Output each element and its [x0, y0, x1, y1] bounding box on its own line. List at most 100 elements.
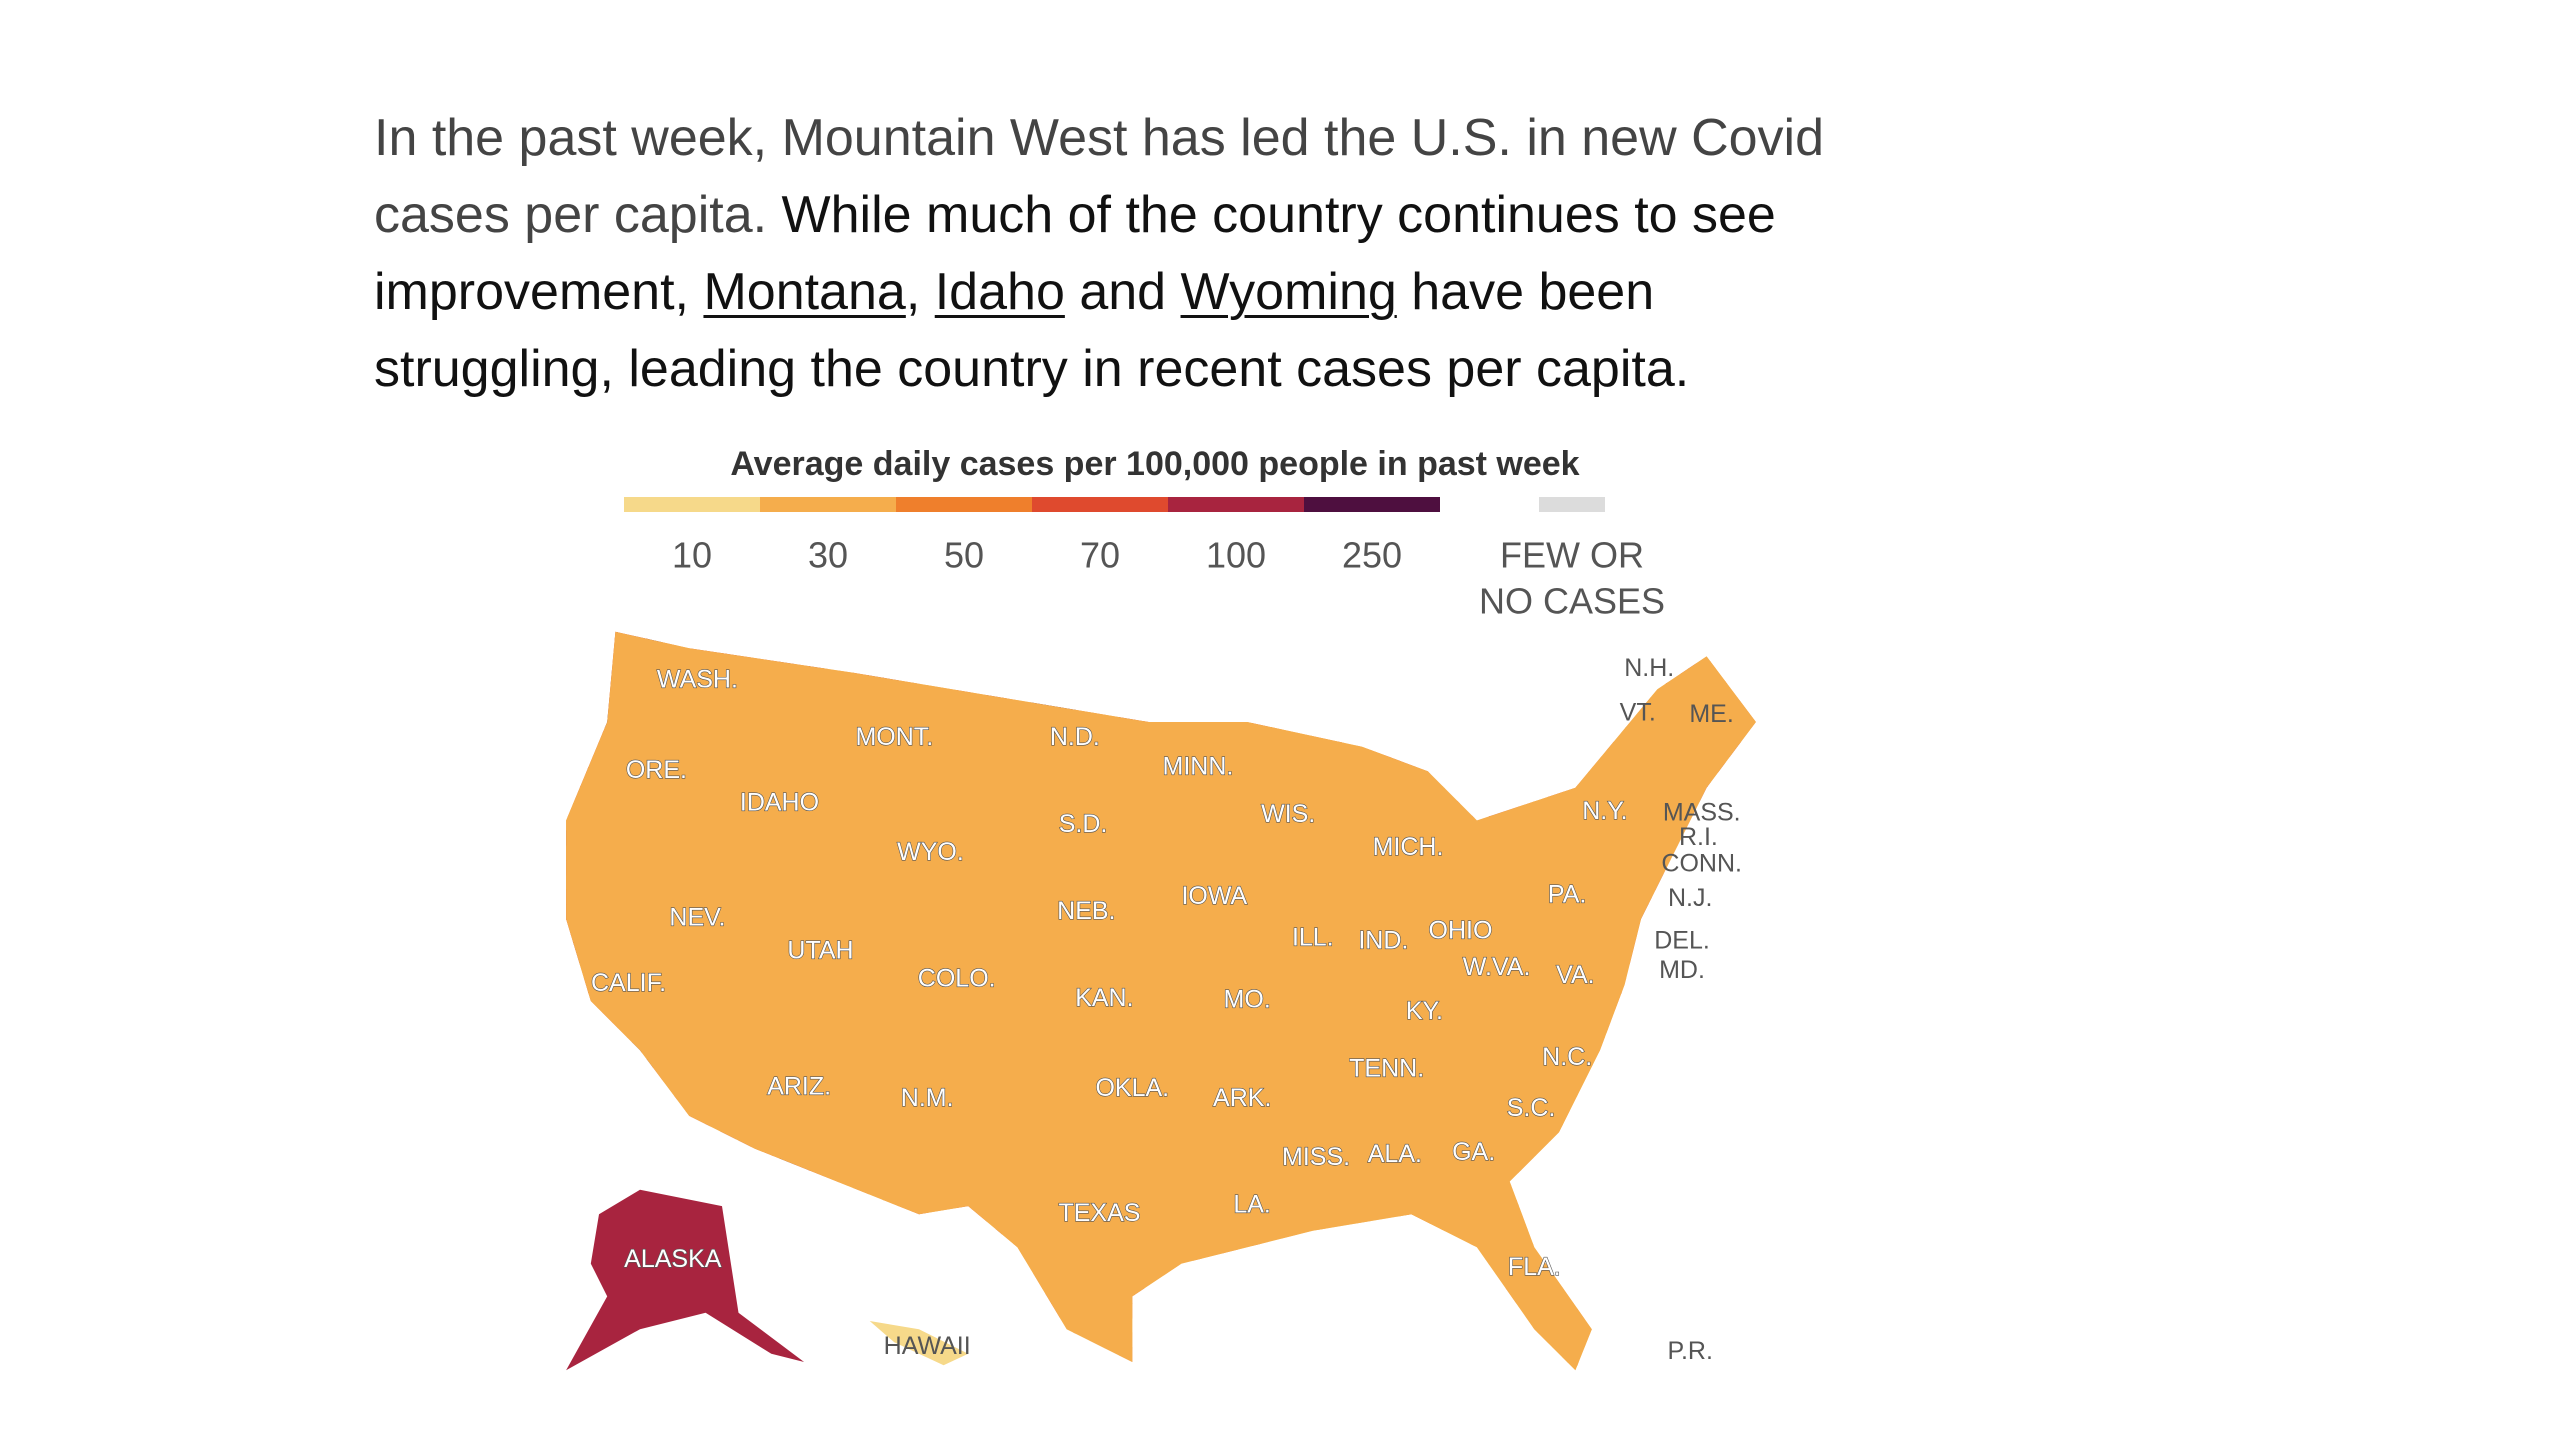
county — [1178, 1273, 1195, 1290]
county — [587, 1362, 604, 1371]
state-label: DEL. — [1654, 927, 1710, 955]
county — [1754, 1140, 1756, 1157]
county — [1754, 638, 1756, 655]
county — [1207, 653, 1224, 669]
county — [1399, 667, 1416, 684]
county — [1650, 1096, 1667, 1112]
county — [1503, 667, 1519, 684]
county — [1385, 1362, 1401, 1371]
county — [986, 1362, 1003, 1371]
link[interactable]: Wyoming — [1180, 263, 1397, 321]
legend-tick: 250 — [1342, 535, 1402, 576]
county — [883, 1377, 899, 1393]
county — [1045, 1332, 1062, 1349]
county — [1148, 1317, 1165, 1334]
county — [1547, 667, 1564, 684]
county — [1399, 697, 1416, 714]
county — [1074, 667, 1091, 684]
county — [779, 1317, 796, 1334]
county — [735, 1377, 751, 1393]
county — [1311, 1229, 1327, 1245]
county — [1074, 682, 1091, 699]
county — [1458, 741, 1475, 758]
county — [1709, 1081, 1726, 1098]
county — [809, 1377, 825, 1393]
county — [690, 1125, 707, 1142]
link[interactable]: Idaho — [934, 263, 1065, 321]
county — [1532, 653, 1549, 669]
county — [1370, 638, 1387, 655]
county — [1606, 1347, 1623, 1364]
county — [1030, 682, 1047, 699]
county — [1458, 697, 1475, 714]
county — [1311, 1317, 1327, 1334]
county — [1709, 1258, 1726, 1275]
county — [1577, 1362, 1593, 1371]
paragraph: In the past week, Mountain West has led … — [374, 100, 1824, 408]
county — [661, 1362, 678, 1371]
county — [912, 1273, 929, 1290]
legend-swatch — [760, 497, 896, 512]
county — [1562, 653, 1579, 669]
county — [1650, 1022, 1667, 1039]
county — [1444, 1243, 1460, 1260]
county — [1577, 1125, 1593, 1142]
county — [1281, 631, 1298, 640]
county — [1104, 653, 1121, 669]
county — [1325, 1347, 1342, 1364]
county — [631, 1066, 648, 1083]
county — [1666, 1377, 1682, 1393]
county — [1266, 712, 1283, 728]
county — [824, 1377, 840, 1393]
county — [602, 1377, 618, 1393]
county — [1621, 1037, 1638, 1053]
county — [1473, 682, 1490, 699]
county — [1148, 667, 1165, 684]
county — [1680, 1317, 1697, 1334]
county — [1621, 1110, 1638, 1127]
county — [661, 1170, 678, 1186]
county — [1606, 1317, 1623, 1334]
text: , — [905, 263, 935, 321]
county — [1709, 1243, 1726, 1260]
county — [1724, 1184, 1741, 1201]
county — [1311, 1288, 1327, 1304]
county — [1695, 1022, 1711, 1039]
county — [927, 1214, 943, 1231]
county — [1724, 1362, 1741, 1371]
county — [1119, 1377, 1135, 1393]
county — [1444, 638, 1460, 655]
county — [566, 771, 574, 788]
county — [1695, 1302, 1711, 1319]
county — [661, 1155, 678, 1172]
county — [1488, 638, 1505, 655]
county — [1591, 1125, 1608, 1142]
county — [1133, 638, 1150, 655]
county — [1473, 1273, 1490, 1290]
county — [1547, 726, 1564, 743]
link[interactable]: Montana — [703, 263, 906, 321]
county — [1562, 771, 1579, 788]
county — [1739, 1214, 1756, 1231]
county — [971, 653, 988, 669]
county — [809, 1347, 825, 1364]
county — [617, 1362, 633, 1371]
county — [1636, 1199, 1652, 1216]
county — [1237, 638, 1254, 655]
county — [1001, 1302, 1017, 1319]
county — [1266, 667, 1283, 684]
county — [1562, 631, 1579, 640]
county — [1517, 741, 1534, 758]
county — [1517, 1347, 1534, 1364]
county — [1754, 815, 1756, 832]
county — [617, 1081, 633, 1098]
county — [1193, 697, 1209, 714]
county — [1650, 1199, 1667, 1216]
county — [1325, 697, 1342, 714]
county — [1709, 1288, 1726, 1304]
county — [1163, 682, 1180, 699]
county — [1665, 1184, 1682, 1201]
county — [1695, 1243, 1711, 1260]
county — [1754, 1170, 1756, 1186]
